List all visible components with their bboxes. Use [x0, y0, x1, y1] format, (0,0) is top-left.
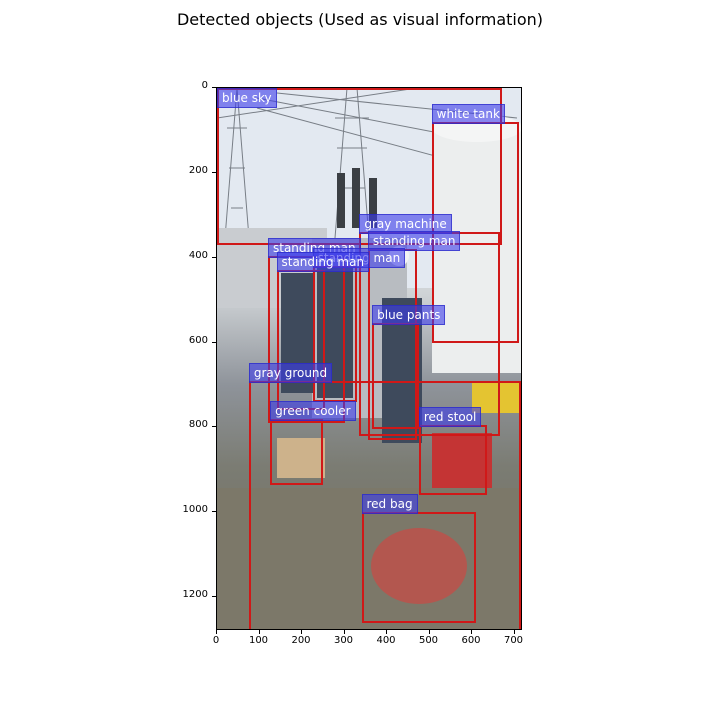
annotated-photo: blue sky white tank gray machine standing m… [216, 87, 522, 630]
y-tick-label: 1000 [182, 504, 208, 516]
x-tick-mark [301, 630, 302, 634]
detection-label: standing man [367, 231, 461, 252]
x-tick-label: 100 [248, 635, 269, 646]
y-tick-mark [212, 171, 216, 173]
detection-label: blue sky [217, 88, 277, 108]
y-tick-label: 200 [188, 164, 208, 176]
detection-label: white tank [431, 103, 505, 124]
y-tick-mark [212, 596, 216, 598]
y-tick-label: 600 [188, 334, 208, 346]
x-tick-label: 400 [376, 635, 396, 646]
detection-label: red stool [418, 407, 482, 428]
detection-label: gray ground [248, 362, 333, 383]
x-tick-mark [471, 630, 472, 634]
y-tick-mark [212, 426, 216, 428]
detection-box [270, 418, 324, 485]
x-tick-mark [386, 630, 387, 634]
y-tick-mark [212, 87, 216, 88]
y-tick-label: 800 [188, 419, 208, 431]
detection-label: standing man [276, 252, 370, 273]
x-tick-mark [216, 630, 217, 634]
x-tick-label: 600 [461, 635, 481, 646]
detection-label: red bag [361, 494, 418, 515]
y-tick-label: 1200 [182, 589, 208, 601]
x-tick-mark [343, 630, 345, 634]
y-tick-label: 0 [201, 80, 208, 91]
x-tick-label: 300 [333, 635, 354, 646]
detection-box [418, 425, 487, 496]
y-tick-mark [212, 341, 216, 343]
y-tick-mark [212, 511, 216, 513]
x-tick-mark [258, 630, 260, 634]
x-tick-label: 500 [418, 635, 439, 646]
figure-title: Detected objects (Used as visual informa… [176, 10, 544, 29]
detection-box [361, 512, 477, 623]
detection-label: green cooler [270, 400, 356, 421]
y-tick-label: 400 [188, 249, 208, 261]
x-tick-label: 200 [291, 635, 311, 646]
x-tick-label: 700 [503, 635, 524, 646]
y-tick-mark [212, 256, 216, 258]
x-tick-mark [513, 630, 515, 634]
x-tick-label: 0 [212, 635, 220, 646]
detection-box [248, 380, 521, 629]
detection-label: blue pants [372, 305, 446, 326]
x-tick-mark [428, 630, 430, 634]
